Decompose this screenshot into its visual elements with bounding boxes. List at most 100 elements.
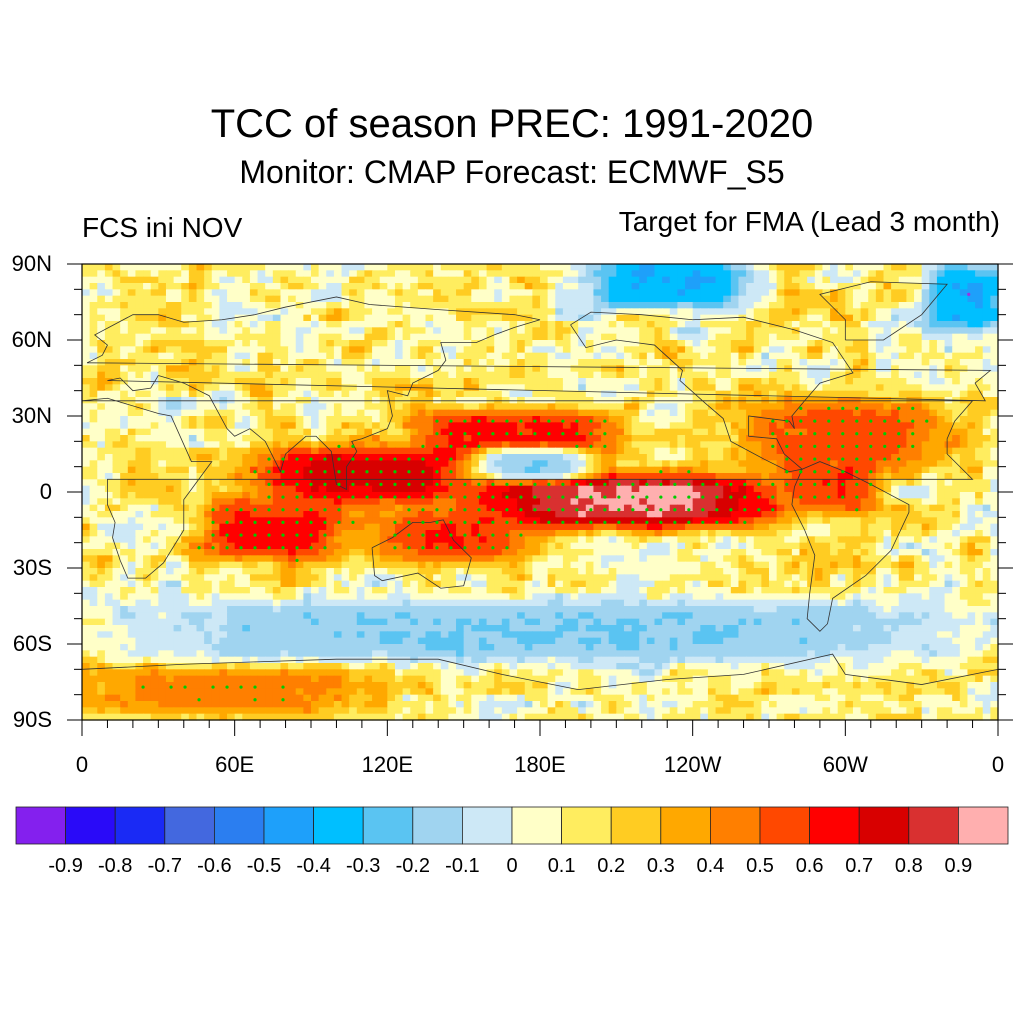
field-cell <box>799 473 808 480</box>
field-cell <box>929 283 938 290</box>
field-cell <box>761 264 770 271</box>
field-cell <box>967 295 976 303</box>
field-cell <box>662 314 671 322</box>
field-cell <box>158 346 167 354</box>
field-cell <box>921 441 930 449</box>
field-cell <box>646 264 656 271</box>
field-cell <box>97 435 106 442</box>
field-cell <box>814 416 824 423</box>
field-cell <box>715 498 724 506</box>
field-cell <box>425 333 434 341</box>
field-cell <box>608 441 617 449</box>
field-cell <box>524 333 533 341</box>
field-cell <box>204 327 213 335</box>
field-cell <box>112 485 121 493</box>
field-cell <box>227 422 236 430</box>
field-cell <box>555 295 564 303</box>
field-cell <box>372 435 381 442</box>
field-cell <box>318 308 327 316</box>
field-cell <box>463 264 472 271</box>
field-cell <box>639 523 648 531</box>
field-cell <box>616 321 625 328</box>
field-cell <box>165 504 175 512</box>
field-cell <box>272 371 282 379</box>
field-cell <box>662 422 671 430</box>
field-cell <box>677 359 686 366</box>
field-cell <box>227 378 236 385</box>
field-cell <box>517 295 526 303</box>
field-cell <box>791 428 801 436</box>
field-cell <box>448 460 457 468</box>
field-cell <box>242 447 251 455</box>
field-cell <box>402 409 411 417</box>
field-cell <box>394 359 404 366</box>
field-cell <box>692 441 701 449</box>
field-cell <box>517 441 526 449</box>
field-cell <box>501 314 511 322</box>
field-cell <box>761 498 770 506</box>
field-cell <box>776 302 785 309</box>
field-cell <box>723 346 732 354</box>
field-cell <box>868 371 877 379</box>
field-cell <box>219 466 228 474</box>
field-cell <box>318 511 327 518</box>
field-cell <box>173 492 182 499</box>
field-cell <box>295 441 304 449</box>
field-cell <box>761 473 770 480</box>
field-cell <box>700 504 709 512</box>
field-cell <box>700 473 709 480</box>
field-cell <box>707 454 717 461</box>
field-cell <box>478 416 488 423</box>
field-cell <box>929 276 938 284</box>
field-cell <box>692 479 701 487</box>
field-cell <box>845 428 854 436</box>
field-cell <box>425 283 434 290</box>
field-cell <box>578 460 587 468</box>
field-cell <box>646 378 656 385</box>
field-cell <box>295 352 304 360</box>
field-cell <box>82 447 91 455</box>
field-cell <box>364 441 373 449</box>
field-cell <box>952 454 961 461</box>
field-cell <box>265 365 274 373</box>
field-cell <box>921 264 930 271</box>
field-cell <box>112 466 121 474</box>
field-cell <box>784 295 793 303</box>
field-cell <box>791 276 801 284</box>
field-cell <box>936 308 946 316</box>
field-cell <box>219 346 228 354</box>
field-cell <box>669 378 678 385</box>
field-cell <box>326 276 335 284</box>
field-cell <box>883 504 892 512</box>
field-cell <box>89 289 98 297</box>
field-cell <box>112 473 121 480</box>
field-cell <box>936 466 946 474</box>
field-cell <box>196 295 205 303</box>
field-cell <box>791 504 801 512</box>
field-cell <box>685 428 694 436</box>
field-cell <box>158 340 167 347</box>
field-cell <box>669 466 678 474</box>
field-cell <box>631 264 640 271</box>
field-cell <box>906 276 915 284</box>
field-cell <box>646 327 656 335</box>
field-cell <box>738 283 747 290</box>
field-cell <box>524 289 533 297</box>
field-cell <box>601 422 610 430</box>
field-cell <box>524 479 533 487</box>
field-cell <box>234 327 243 335</box>
field-cell <box>959 517 969 525</box>
field-cell <box>936 517 946 525</box>
field-cell <box>837 283 846 290</box>
field-cell <box>776 435 785 442</box>
field-cell <box>143 416 152 423</box>
field-cell <box>883 270 892 278</box>
field-cell <box>150 276 159 284</box>
field-cell <box>562 283 572 290</box>
field-cell <box>944 308 953 316</box>
field-cell <box>234 270 243 278</box>
field-cell <box>181 479 190 487</box>
field-cell <box>448 365 457 373</box>
field-cell <box>173 327 182 335</box>
field-cell <box>837 447 846 455</box>
